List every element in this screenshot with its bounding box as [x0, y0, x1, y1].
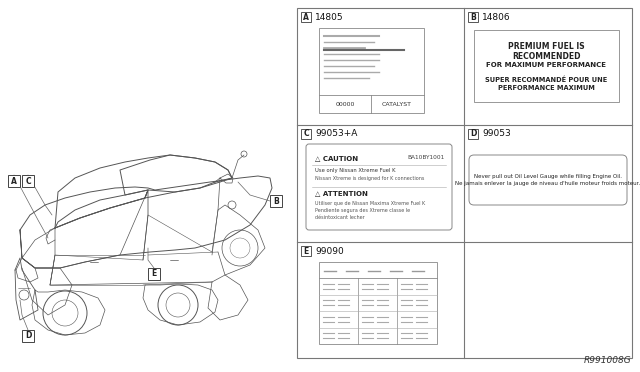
FancyBboxPatch shape	[469, 155, 627, 205]
Text: B: B	[273, 196, 279, 205]
Text: 14806: 14806	[482, 13, 511, 22]
Text: E: E	[152, 269, 157, 279]
Text: PREMIUM FUEL IS: PREMIUM FUEL IS	[508, 42, 585, 51]
Text: A: A	[303, 13, 309, 22]
Bar	[270, 195, 282, 207]
Bar	[468, 12, 478, 22]
Text: Utiliser que de Nissan Maxima Xtreme Fuel K: Utiliser que de Nissan Maxima Xtreme Fue…	[315, 201, 425, 206]
Text: 99053: 99053	[482, 129, 511, 138]
Text: FOR MAXIMUM PERFORMANCE: FOR MAXIMUM PERFORMANCE	[486, 62, 607, 68]
Text: △ CAUTION: △ CAUTION	[315, 155, 358, 161]
Text: CATALYST: CATALYST	[382, 102, 412, 106]
Text: R991008G: R991008G	[584, 356, 632, 365]
Bar	[8, 175, 20, 187]
Bar	[297, 8, 632, 358]
Bar	[301, 246, 311, 256]
Text: 99053+A: 99053+A	[315, 129, 357, 138]
Text: Use only Nissan Xtreme Fuel K: Use only Nissan Xtreme Fuel K	[315, 168, 396, 173]
Text: △ ATTENTION: △ ATTENTION	[315, 190, 368, 196]
Text: RECOMMENDED: RECOMMENDED	[512, 52, 580, 61]
Text: PERFORMANCE MAXIMUM: PERFORMANCE MAXIMUM	[498, 85, 595, 91]
Bar	[468, 129, 478, 139]
Bar	[301, 129, 311, 139]
Text: C: C	[303, 129, 309, 138]
Bar	[22, 330, 34, 342]
Bar	[148, 268, 160, 280]
Bar	[301, 12, 311, 22]
Text: 99090: 99090	[315, 247, 344, 256]
Text: 14805: 14805	[315, 13, 344, 22]
Bar	[22, 175, 34, 187]
Text: A: A	[11, 176, 17, 186]
Text: Nissan Xtreme is designed for K connections: Nissan Xtreme is designed for K connecti…	[315, 176, 424, 181]
Text: D: D	[470, 129, 476, 138]
Bar	[319, 262, 437, 344]
Text: SUPER RECOMMANDÉ POUR UNE: SUPER RECOMMANDÉ POUR UNE	[485, 76, 607, 83]
Text: Never pull out Oil Level Gauge while filling Engine Oil.
Ne jamais enlever la ja: Never pull out Oil Level Gauge while fil…	[456, 174, 640, 186]
Text: B: B	[470, 13, 476, 22]
Text: D: D	[25, 331, 31, 340]
Text: désintoxicant lecher: désintoxicant lecher	[315, 215, 365, 220]
Text: BA10BY1001: BA10BY1001	[408, 155, 445, 160]
Bar	[474, 30, 619, 102]
Text: E: E	[303, 247, 308, 256]
Text: 00000: 00000	[335, 102, 355, 106]
Bar	[319, 28, 424, 113]
Text: Pendiente segura des Xtreme classe le: Pendiente segura des Xtreme classe le	[315, 208, 410, 213]
Text: C: C	[25, 176, 31, 186]
FancyBboxPatch shape	[306, 144, 452, 230]
